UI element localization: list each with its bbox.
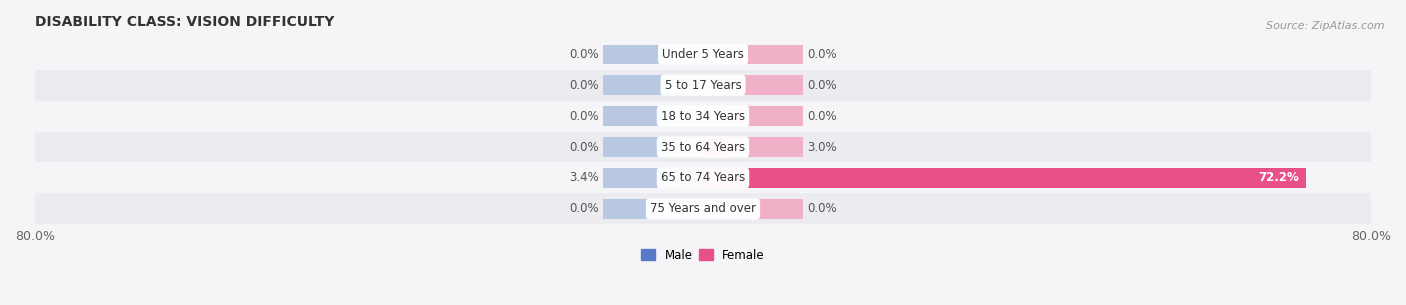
Text: 3.4%: 3.4%: [569, 171, 599, 185]
Text: 0.0%: 0.0%: [569, 109, 599, 123]
Bar: [603, 106, 703, 126]
Text: Under 5 Years: Under 5 Years: [662, 48, 744, 61]
Bar: [35, 131, 1371, 163]
Bar: [703, 106, 803, 126]
Bar: [35, 163, 1371, 193]
Text: 3.0%: 3.0%: [807, 141, 837, 153]
Text: 72.2%: 72.2%: [1258, 171, 1299, 185]
Text: 75 Years and over: 75 Years and over: [650, 203, 756, 215]
Bar: [675, 168, 703, 188]
Bar: [603, 168, 703, 188]
Text: 0.0%: 0.0%: [569, 79, 599, 92]
Bar: [35, 70, 1371, 101]
Bar: [703, 45, 803, 64]
Text: 0.0%: 0.0%: [569, 48, 599, 61]
Bar: [703, 76, 803, 95]
Text: DISABILITY CLASS: VISION DIFFICULTY: DISABILITY CLASS: VISION DIFFICULTY: [35, 15, 335, 29]
Text: 0.0%: 0.0%: [807, 79, 837, 92]
Bar: [703, 138, 803, 156]
Text: 0.0%: 0.0%: [807, 109, 837, 123]
Text: Source: ZipAtlas.com: Source: ZipAtlas.com: [1267, 21, 1385, 31]
Bar: [703, 138, 728, 156]
Text: 0.0%: 0.0%: [807, 48, 837, 61]
Text: 35 to 64 Years: 35 to 64 Years: [661, 141, 745, 153]
Bar: [35, 39, 1371, 70]
Bar: [703, 168, 803, 188]
Legend: Male, Female: Male, Female: [641, 249, 765, 262]
Bar: [603, 138, 703, 156]
Text: 18 to 34 Years: 18 to 34 Years: [661, 109, 745, 123]
Bar: [35, 101, 1371, 131]
Text: 0.0%: 0.0%: [569, 203, 599, 215]
Text: 5 to 17 Years: 5 to 17 Years: [665, 79, 741, 92]
Text: 0.0%: 0.0%: [807, 203, 837, 215]
Bar: [603, 199, 703, 218]
Bar: [703, 168, 1306, 188]
Bar: [603, 45, 703, 64]
Bar: [603, 76, 703, 95]
Text: 65 to 74 Years: 65 to 74 Years: [661, 171, 745, 185]
Text: 0.0%: 0.0%: [569, 141, 599, 153]
Bar: [703, 199, 803, 218]
Bar: [35, 193, 1371, 224]
